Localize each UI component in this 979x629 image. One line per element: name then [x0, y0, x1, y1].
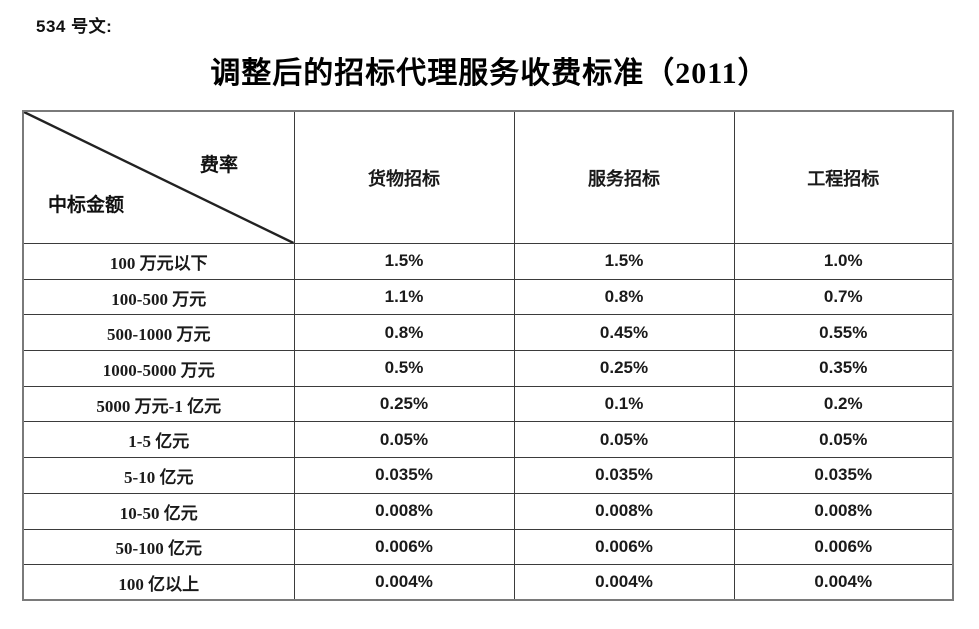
- table-row: 5-10 亿元 0.035% 0.035% 0.035%: [22, 457, 954, 494]
- table-row: 1000-5000 万元 0.5% 0.25% 0.35%: [22, 350, 954, 387]
- diagonal-divider-line: [24, 112, 293, 243]
- row-label-amount-range: 5000 万元-1 亿元: [22, 385, 295, 423]
- fee-value-service: 0.8%: [513, 278, 735, 316]
- fee-value-goods: 0.006%: [293, 528, 515, 566]
- fee-value-goods: 0.5%: [293, 350, 515, 387]
- fee-value-goods: 1.5%: [293, 243, 515, 280]
- row-label-amount-range: 100-500 万元: [22, 278, 295, 316]
- fee-value-service: 0.1%: [513, 385, 735, 423]
- fee-value-engineering: 0.035%: [733, 457, 954, 494]
- column-header-goods-bidding: 货物招标: [293, 110, 515, 244]
- fee-value-engineering: 0.35%: [733, 350, 954, 387]
- fee-value-service: 0.006%: [513, 528, 735, 566]
- table-row: 1-5 亿元 0.05% 0.05% 0.05%: [22, 421, 954, 459]
- fee-value-goods: 1.1%: [293, 278, 515, 316]
- fee-value-goods: 0.035%: [293, 457, 515, 494]
- table-row: 100 亿以上 0.004% 0.004% 0.004%: [22, 564, 954, 601]
- fee-value-service: 0.008%: [513, 492, 735, 530]
- fee-value-goods: 0.05%: [293, 421, 515, 459]
- corner-cell-content: 费率 中标金额: [24, 112, 293, 243]
- fee-value-engineering: 0.008%: [733, 492, 954, 530]
- row-label-amount-range: 1000-5000 万元: [22, 350, 295, 387]
- fee-value-goods: 0.8%: [293, 314, 515, 352]
- fee-value-service: 1.5%: [513, 243, 735, 280]
- fee-rate-table: 费率 中标金额 货物招标 服务招标 工程招标 100 万元以下 1.5% 1.5…: [22, 110, 954, 602]
- column-header-service-bidding: 服务招标: [513, 110, 735, 244]
- fee-value-service: 0.05%: [513, 421, 735, 459]
- fee-value-service: 0.45%: [513, 314, 735, 352]
- fee-value-service: 0.004%: [513, 564, 735, 601]
- table-row: 500-1000 万元 0.8% 0.45% 0.55%: [22, 314, 954, 352]
- table-row: 10-50 亿元 0.008% 0.008% 0.008%: [22, 492, 954, 530]
- fee-value-engineering: 0.05%: [733, 421, 954, 459]
- row-label-amount-range: 10-50 亿元: [22, 492, 295, 530]
- header-row: 费率 中标金额 货物招标 服务招标 工程招标: [22, 110, 954, 244]
- fee-value-goods: 0.008%: [293, 492, 515, 530]
- fee-value-service: 0.25%: [513, 350, 735, 387]
- row-label-amount-range: 50-100 亿元: [22, 528, 295, 566]
- fee-value-goods: 0.004%: [293, 564, 515, 601]
- table-row: 100 万元以下 1.5% 1.5% 1.0%: [22, 243, 954, 280]
- fee-value-service: 0.035%: [513, 457, 735, 494]
- doc-number-label: 534 号文:: [36, 17, 113, 36]
- row-label-amount-range: 1-5 亿元: [22, 421, 295, 459]
- row-label-amount-range: 500-1000 万元: [22, 314, 295, 352]
- fee-value-engineering: 0.004%: [733, 564, 954, 601]
- corner-header-cell: 费率 中标金额: [22, 110, 295, 244]
- page-title: 调整后的招标代理服务收费标准（2011）: [210, 57, 769, 90]
- column-header-engineering-bidding: 工程招标: [733, 110, 954, 244]
- corner-label-fee-rate: 费率: [200, 155, 239, 176]
- fee-value-goods: 0.25%: [293, 385, 515, 423]
- fee-value-engineering: 0.7%: [733, 278, 954, 316]
- table-row: 5000 万元-1 亿元 0.25% 0.1% 0.2%: [22, 385, 954, 423]
- row-label-amount-range: 100 万元以下: [22, 243, 295, 280]
- table-row: 100-500 万元 1.1% 0.8% 0.7%: [22, 278, 954, 316]
- corner-label-bid-amount: 中标金额: [48, 195, 125, 216]
- fee-value-engineering: 0.2%: [733, 385, 954, 423]
- row-label-amount-range: 100 亿以上: [22, 564, 295, 601]
- fee-value-engineering: 0.55%: [733, 314, 954, 352]
- row-label-amount-range: 5-10 亿元: [22, 457, 295, 494]
- fee-value-engineering: 0.006%: [733, 528, 954, 566]
- fee-value-engineering: 1.0%: [733, 243, 954, 280]
- table-row: 50-100 亿元 0.006% 0.006% 0.006%: [22, 528, 954, 566]
